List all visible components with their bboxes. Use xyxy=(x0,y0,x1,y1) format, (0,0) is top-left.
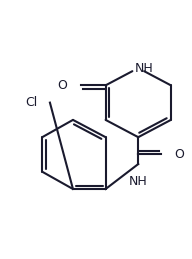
Text: O: O xyxy=(175,148,185,161)
Text: O: O xyxy=(57,79,67,92)
Text: NH: NH xyxy=(129,175,148,188)
Text: NH: NH xyxy=(135,62,153,75)
Text: Cl: Cl xyxy=(26,96,38,109)
